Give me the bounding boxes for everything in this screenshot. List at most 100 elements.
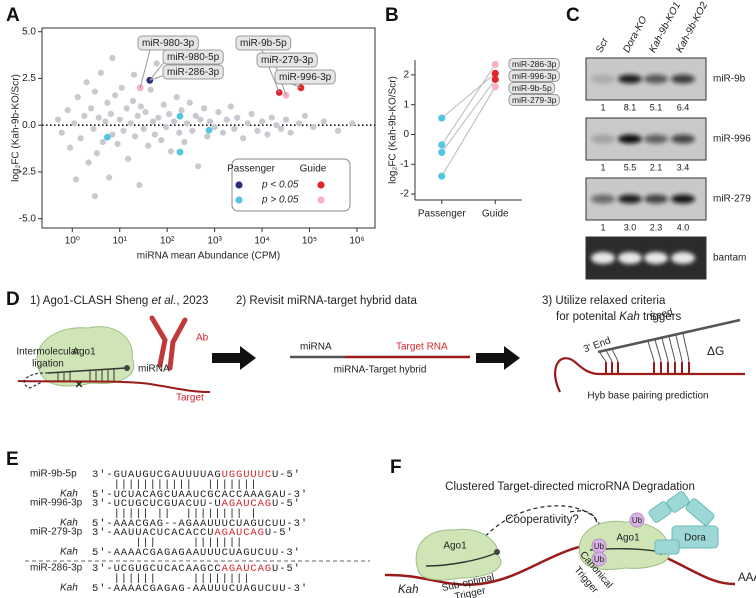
quant: 6.4 xyxy=(677,102,690,112)
seq-part: 3'-UCGUGCUCACAAGCC xyxy=(92,563,222,575)
quant: 3.4 xyxy=(677,162,690,172)
point xyxy=(136,181,143,189)
point xyxy=(99,138,106,146)
band xyxy=(618,252,642,264)
point xyxy=(102,118,109,125)
point xyxy=(109,54,116,62)
point xyxy=(149,118,156,125)
point xyxy=(160,101,167,108)
ligation-loop xyxy=(23,372,49,389)
end-label: 3' End xyxy=(582,335,612,355)
point xyxy=(131,133,139,140)
series-name: miR-996-3p xyxy=(512,71,557,81)
point xyxy=(58,129,65,136)
mirna-name: miR-286-3p xyxy=(30,563,83,574)
quant: 1 xyxy=(600,162,605,172)
point xyxy=(491,60,499,69)
quant: 1 xyxy=(600,102,605,112)
legend-column: Guide xyxy=(300,164,327,175)
polya-label: AAA xyxy=(738,572,756,584)
seq-part: U-5' xyxy=(272,469,301,481)
band xyxy=(644,194,668,204)
target-seq: 5'-AAACGAG--AGAAUUUCUAGUCUU-3' xyxy=(92,518,308,530)
x-tick-label: 10⁵ xyxy=(302,236,317,247)
blot-label: miR-279 xyxy=(713,194,751,205)
point xyxy=(85,159,92,166)
ub-label: Ub xyxy=(632,516,643,525)
point xyxy=(181,138,188,146)
band xyxy=(618,194,642,204)
point xyxy=(223,116,230,123)
band xyxy=(671,74,695,84)
band xyxy=(591,74,615,84)
ago1-protein xyxy=(36,326,135,387)
annotation-box xyxy=(256,52,318,68)
point xyxy=(491,69,499,78)
point xyxy=(67,144,74,151)
panel-e: miR-9b-5p 3'-GUAUGUCGAUUUUAGUGGUUUCU-5' |… xyxy=(25,469,370,595)
point xyxy=(134,112,141,119)
point xyxy=(123,105,130,112)
annotation-leader xyxy=(291,83,302,89)
point xyxy=(83,79,90,86)
point xyxy=(158,137,165,144)
annotation: miR-980-5p xyxy=(167,52,220,63)
mirna-seq: 3'-UCGUGCUCACAAGCCAGAUCAGU-5' xyxy=(92,563,301,575)
paired-plot: -2 -1 0 1 2 Passenger Guide log₂FC (Kah-9b-KO/S… xyxy=(388,58,560,220)
point xyxy=(153,60,160,67)
point xyxy=(197,116,204,123)
point xyxy=(120,127,127,134)
point xyxy=(97,69,104,76)
band xyxy=(644,74,668,84)
point xyxy=(91,88,99,95)
mirna-strand xyxy=(425,552,497,567)
y-axis-label: log₂FC (Kah-9b-KO/Scr) xyxy=(388,76,399,184)
panel-label: C xyxy=(566,5,580,26)
dg-label: ΔG xyxy=(707,344,724,358)
point xyxy=(145,142,152,149)
band xyxy=(644,134,668,144)
mirna-label: miRNA xyxy=(138,364,170,375)
mirna-seq: 3'-AAUUACUCACACCUAGAUCAGU-5' xyxy=(92,527,294,539)
panel-label: D xyxy=(6,289,20,310)
legend-column: Passenger xyxy=(227,164,275,175)
y-axis-label: log₂FC (Kah-9b-KO/Scr) xyxy=(11,74,22,182)
annotation-box xyxy=(162,64,224,80)
panel-f: Clustered Target-directed microRNA Degra… xyxy=(384,481,756,598)
pairing: ||||||||||| ||||||| xyxy=(92,479,258,491)
blot-label: miR-996 xyxy=(713,134,751,145)
point xyxy=(231,125,238,133)
x-tick-label: 10¹ xyxy=(113,236,128,247)
hybrid-label: miRNA-Target hybrid xyxy=(334,365,427,376)
quant: 1 xyxy=(600,222,605,232)
antibody-label: Ab xyxy=(196,333,209,344)
name-box xyxy=(508,94,560,106)
panel-label: E xyxy=(6,449,19,470)
ago1-protein xyxy=(415,528,502,581)
point xyxy=(64,107,71,114)
seq-part: U-5' xyxy=(272,563,301,575)
annotation-box xyxy=(162,49,224,65)
point xyxy=(104,133,111,141)
annotation-leader xyxy=(149,74,166,81)
mirna-name: miR-996-3p xyxy=(30,498,83,509)
band xyxy=(591,194,615,204)
pair-line xyxy=(441,64,496,146)
point xyxy=(227,103,234,110)
point xyxy=(192,112,199,119)
kah-rna xyxy=(384,541,736,586)
quant: 4.0 xyxy=(677,222,690,232)
point xyxy=(264,131,271,138)
y-tick-label: -1 xyxy=(400,159,409,170)
target-name: Kah xyxy=(60,583,78,594)
point xyxy=(282,116,290,123)
point xyxy=(74,94,81,101)
target-name: Kah xyxy=(60,518,78,529)
point xyxy=(349,120,356,127)
hyb-target xyxy=(554,357,745,393)
point xyxy=(109,131,116,138)
legend-row: p > 0.05 xyxy=(261,195,299,206)
point xyxy=(77,135,84,142)
ligation-label: ligation xyxy=(32,359,64,370)
arrow xyxy=(212,346,256,370)
